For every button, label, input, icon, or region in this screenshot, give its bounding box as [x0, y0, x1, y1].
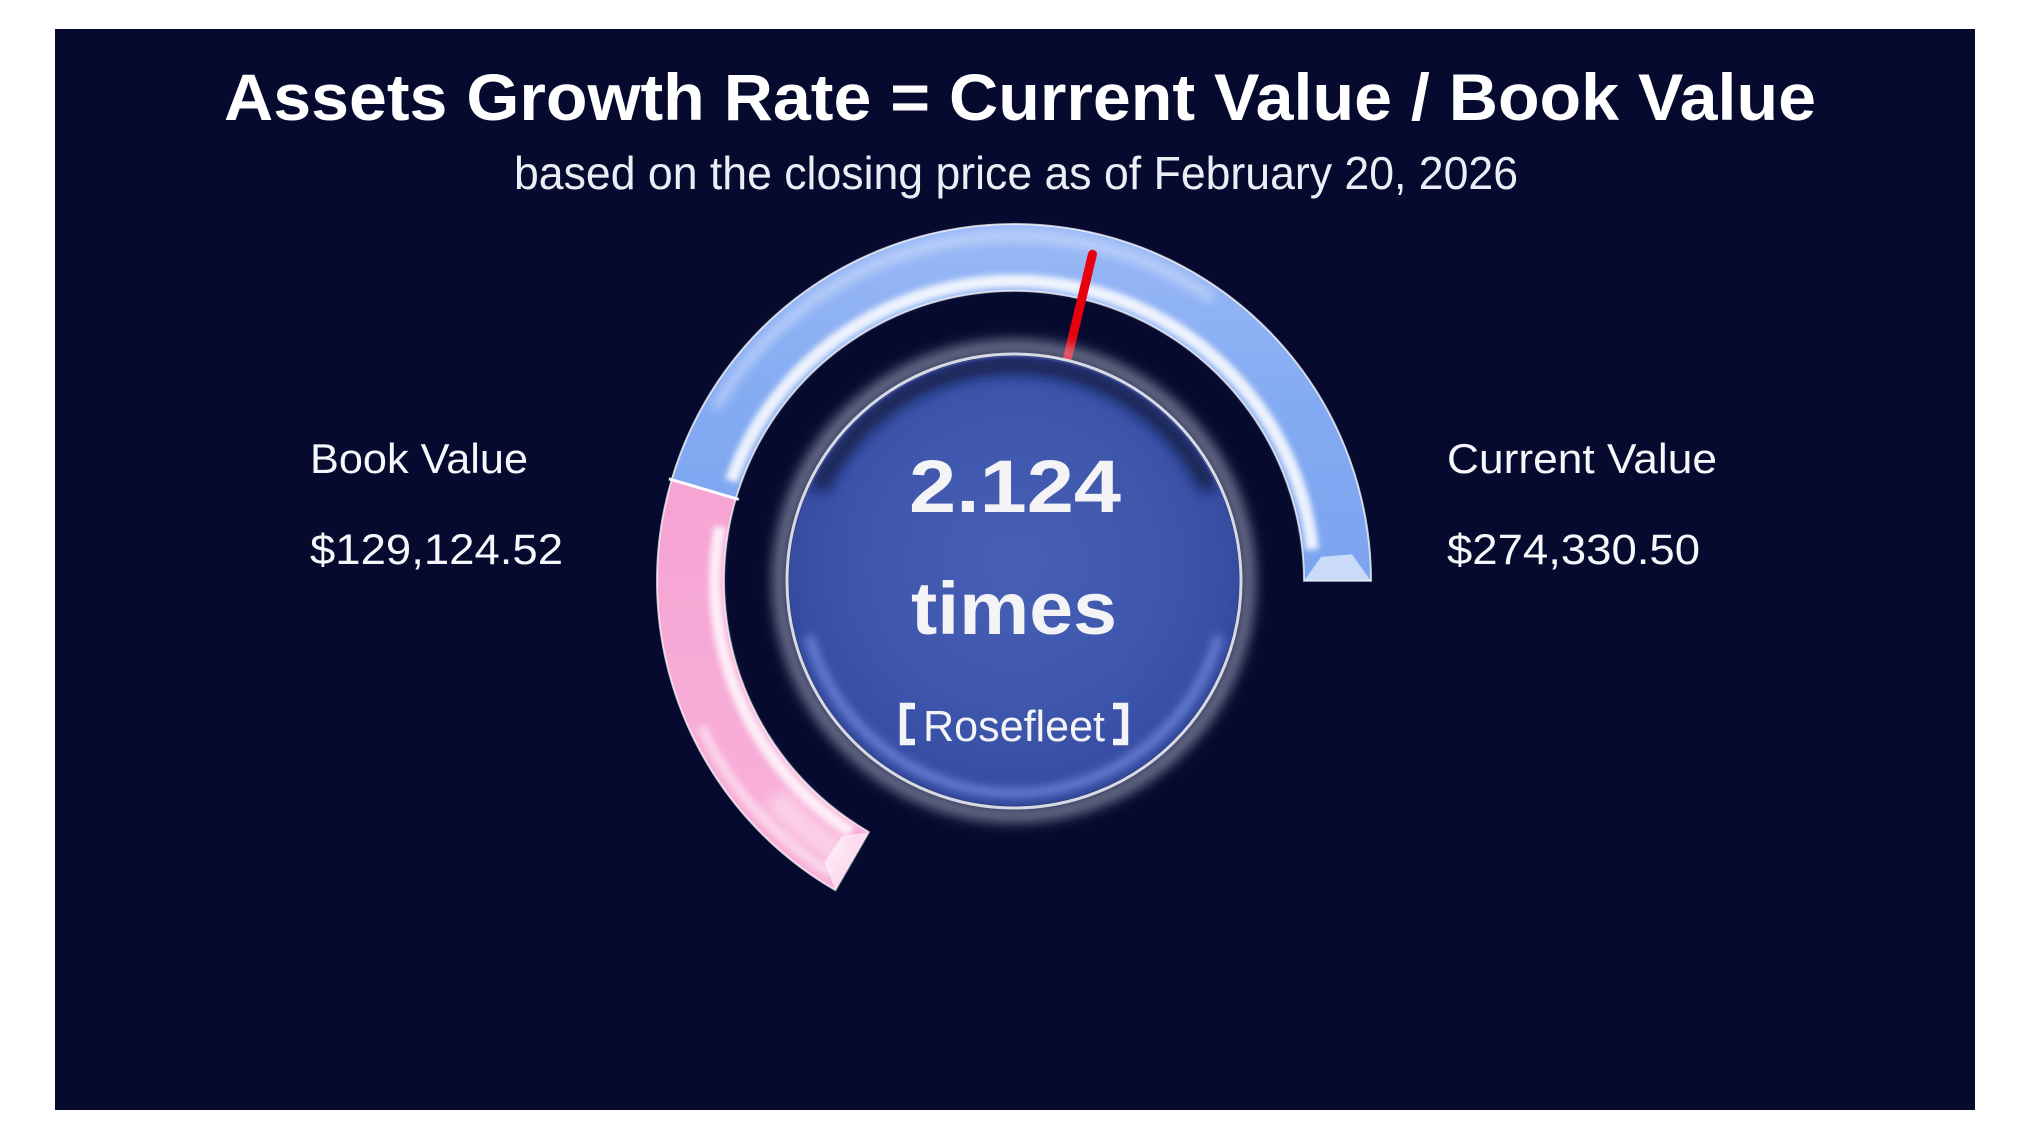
gauge-reading-value: 2.124: [909, 445, 1121, 528]
disc-top-inner-shadow: [810, 357, 1218, 494]
pink-arc-outer-gloss: [696, 724, 834, 878]
ring-outer-outline: [656, 223, 1372, 891]
blue-arc-inner-gloss: [725, 274, 1319, 551]
gauge-center-disc: 2.124 times Rosefleet: [773, 340, 1255, 822]
segment-divider-line: [668, 477, 740, 501]
gauge-entity-name: Rosefleet: [923, 702, 1105, 751]
disc-outer-glow: [773, 340, 1255, 822]
disc-silver-ring: [785, 352, 1243, 810]
disc-bottom-rim-light: [804, 634, 1224, 798]
disc-body: [789, 356, 1239, 806]
left-lenticular-bracket-icon: [899, 702, 915, 746]
blue-arc-endcap-bevel: [1304, 554, 1371, 581]
pink-arc-endcap-bevel: [824, 832, 869, 891]
current-value-label: Current Value: [1447, 435, 1717, 482]
page-title: Assets Growth Rate = Current Value / Boo…: [224, 60, 1816, 134]
current-value-amount: $274,330.50: [1447, 526, 1700, 574]
blue-arc-outer-gloss: [710, 230, 1216, 412]
book-value-label: Book Value: [310, 435, 528, 482]
book-value-amount: $129,124.52: [310, 526, 563, 574]
ring-inner-outline: [723, 290, 1305, 833]
gauge-ring: [656, 223, 1373, 892]
right-lenticular-bracket-icon: [1113, 702, 1129, 746]
gauge-reading-unit: times: [911, 567, 1117, 650]
page-subtitle: based on the closing price as of Februar…: [514, 147, 1518, 199]
gauge-needle: [1063, 249, 1097, 362]
pink-arc-inner-gloss: [708, 525, 855, 837]
